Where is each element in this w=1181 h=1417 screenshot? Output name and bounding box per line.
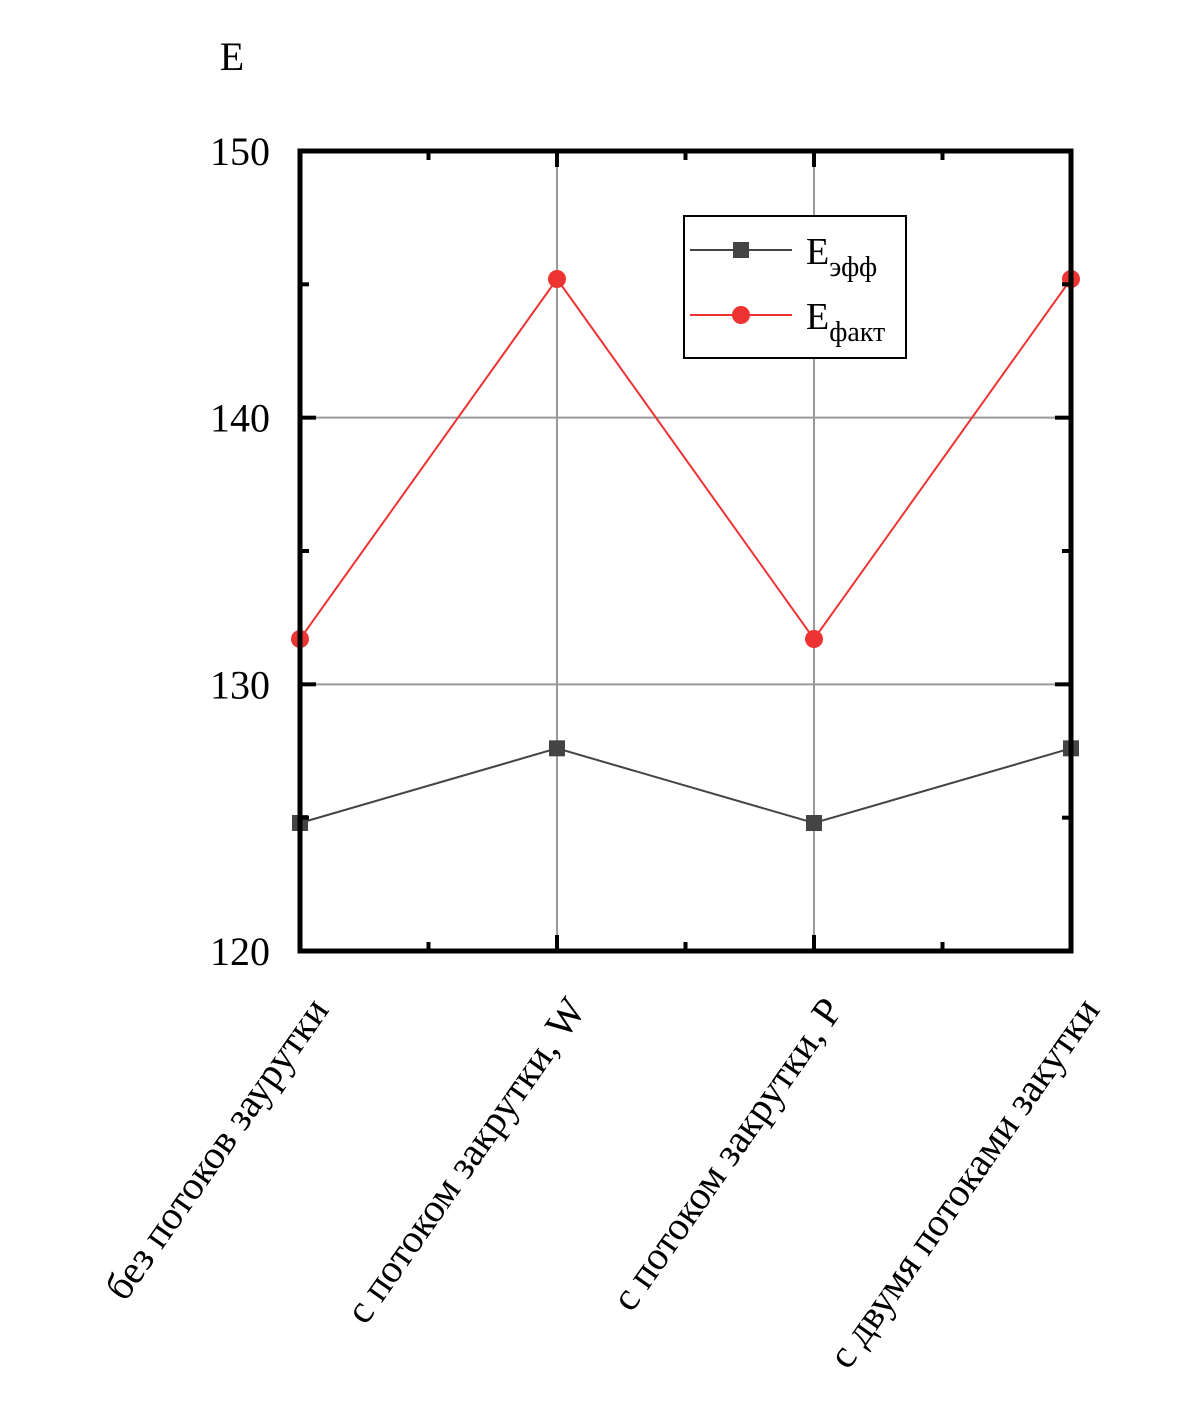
x-category-label: с потоком закрутки, P bbox=[602, 989, 851, 1318]
data-point bbox=[806, 815, 822, 831]
y-tick-label: 150 bbox=[210, 129, 270, 174]
legend-box bbox=[683, 215, 907, 359]
y-tick-label: 140 bbox=[210, 396, 270, 441]
legend-marker bbox=[732, 306, 750, 324]
series-line bbox=[299, 277, 1072, 641]
legend-label-subscript: факт bbox=[829, 317, 885, 348]
y-tick-label: 130 bbox=[210, 662, 270, 707]
data-point bbox=[548, 270, 566, 288]
y-axis-title: E bbox=[220, 34, 244, 79]
data-point bbox=[549, 740, 565, 757]
y-tick-label: 120 bbox=[210, 929, 270, 974]
data-point bbox=[805, 630, 823, 648]
x-category-label: без потоков заурутки bbox=[96, 989, 338, 1308]
x-category-label: с потоком закрутки, W bbox=[336, 989, 594, 1331]
series-эфф bbox=[292, 740, 1079, 831]
legend-label-subscript: эфф bbox=[829, 252, 877, 283]
x-category-label: с двумя потоками закутки bbox=[819, 989, 1109, 1376]
legend-marker bbox=[733, 242, 749, 258]
series-line bbox=[299, 747, 1072, 825]
